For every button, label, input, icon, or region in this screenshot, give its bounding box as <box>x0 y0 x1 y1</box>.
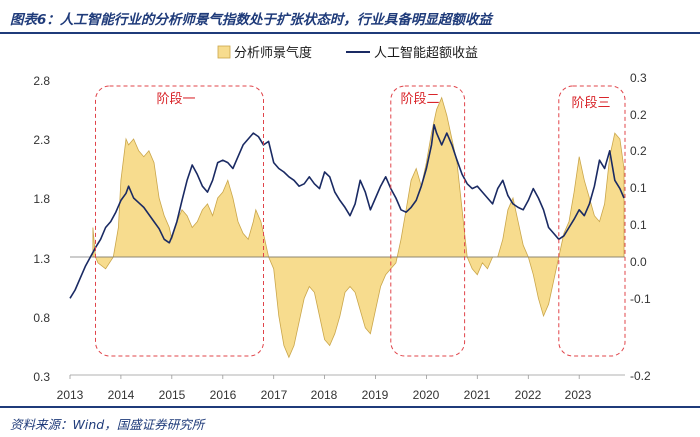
phase-box <box>558 85 626 357</box>
right-axis: 0.3 0.2 0.2 0.1 0.1 0.0 -0.1 -0.2 <box>630 71 651 383</box>
x-tick-label: 2015 <box>159 388 186 402</box>
x-tick-label: 2021 <box>464 388 491 402</box>
left-tick-label: 0.8 <box>33 311 50 325</box>
x-tick-label: 2013 <box>57 388 84 402</box>
excess-return-series <box>69 124 625 299</box>
source-note: 资料来源：Wind，国盛证券研究所 <box>10 417 205 432</box>
right-tick-label: -0.1 <box>630 292 651 306</box>
right-tick-label: -0.2 <box>630 369 651 383</box>
x-tick-label: 2017 <box>261 388 288 402</box>
legend-label-excess-return: 人工智能超额收益 <box>374 46 478 61</box>
phase-label: 阶段三 <box>571 96 610 111</box>
chart-canvas: 分析师景气度 人工智能超额收益 2.8 2.3 1.8 1.3 0.8 0.3 … <box>33 45 651 402</box>
x-axis: 2013 2014 2015 2016 2017 2018 2019 2020 … <box>57 375 592 402</box>
excess-return-line <box>69 124 625 299</box>
legend-label-analyst-index: 分析师景气度 <box>234 45 312 61</box>
chart-title: 图表6：人工智能行业的分析师景气指数处于扩张状态时，行业具备明显超额收益 <box>10 12 492 28</box>
left-tick-label: 1.3 <box>33 252 50 266</box>
left-tick-label: 2.3 <box>33 133 50 147</box>
right-tick-label: 0.1 <box>630 181 647 195</box>
right-tick-label: 0.0 <box>630 255 647 269</box>
left-tick-label: 0.3 <box>33 370 50 384</box>
legend-swatch-analyst-index <box>217 45 231 59</box>
phase-box <box>390 85 466 357</box>
analyst-index-area <box>92 96 625 359</box>
title-bar: 图表6：人工智能行业的分析师景气指数处于扩张状态时，行业具备明显超额收益 <box>0 0 700 34</box>
x-tick-label: 2020 <box>413 388 440 402</box>
x-tick-label: 2022 <box>515 388 542 402</box>
right-tick-label: 0.3 <box>630 71 647 85</box>
right-tick-label: 0.1 <box>630 218 647 232</box>
x-tick-label: 2023 <box>565 388 592 402</box>
x-tick-label: 2018 <box>311 388 338 402</box>
phase-label: 阶段二 <box>400 92 439 107</box>
left-tick-label: 2.8 <box>33 74 50 88</box>
phase-label: 阶段一 <box>156 92 195 107</box>
right-tick-label: 0.2 <box>630 144 647 158</box>
left-axis: 2.8 2.3 1.8 1.3 0.8 0.3 <box>33 74 50 384</box>
left-tick-label: 1.8 <box>33 192 50 206</box>
x-tick-label: 2016 <box>210 388 237 402</box>
analyst-index-series <box>92 96 625 359</box>
footer-bar: 资料来源：Wind，国盛证券研究所 <box>0 406 700 437</box>
x-tick-label: 2014 <box>108 388 135 402</box>
right-tick-label: 0.2 <box>630 108 647 122</box>
phase-box <box>95 85 264 357</box>
phase-boxes: 阶段一 阶段二 阶段三 <box>95 85 626 357</box>
x-tick-label: 2019 <box>362 388 389 402</box>
legend: 分析师景气度 人工智能超额收益 <box>217 45 478 61</box>
